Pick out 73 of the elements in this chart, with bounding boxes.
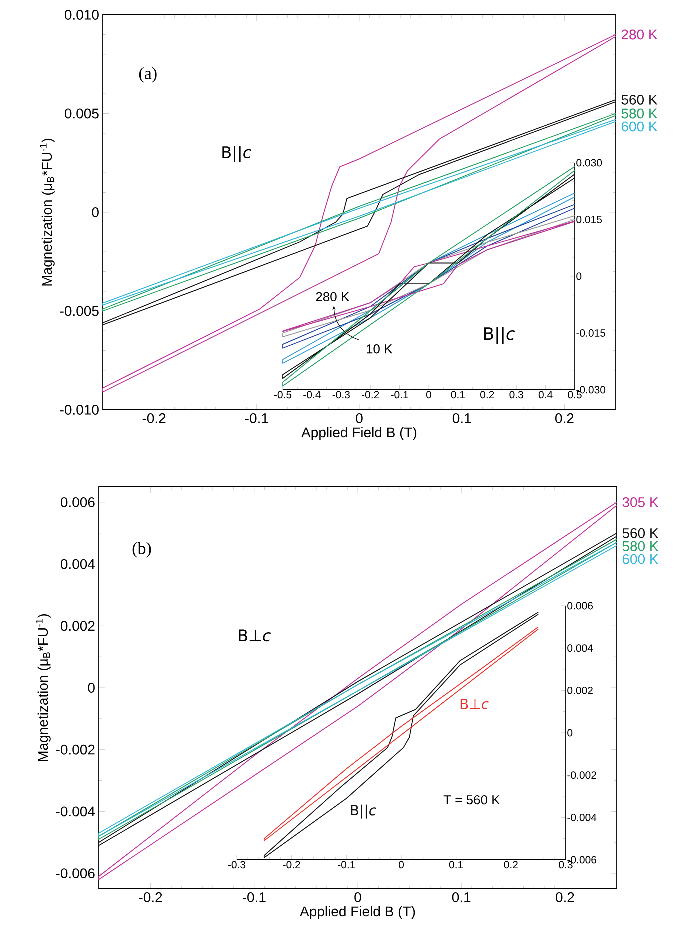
x-tick-label: -0.1 xyxy=(242,892,266,902)
x-tick-label: -0.2 xyxy=(139,892,162,902)
x-tick-label: 0 xyxy=(426,391,432,399)
series-label: 580 K xyxy=(622,541,659,552)
x-tick-label: -0.3 xyxy=(332,391,350,399)
line-series xyxy=(98,502,618,880)
y-tick-label: 0.030 xyxy=(576,159,602,167)
y-tick-label: -0.002 xyxy=(568,772,596,780)
x-tick-label: 0 xyxy=(398,861,404,869)
x-tick-label: 0.2 xyxy=(480,391,494,399)
line-series xyxy=(282,192,576,364)
x-tick-label: -0.3 xyxy=(228,861,246,869)
y-tick-label: 0 xyxy=(88,683,95,693)
y-tick-label: 0.002 xyxy=(60,621,95,632)
series-label: 580 K xyxy=(622,108,658,119)
series-label: 600 K xyxy=(622,554,659,564)
series-label: 305 K xyxy=(622,497,659,508)
x-tick-label: -0.5 xyxy=(274,391,292,399)
series-label: 600 K xyxy=(622,122,658,132)
y-tick-label: 0.004 xyxy=(60,559,96,570)
y-tick-label: 0.015 xyxy=(576,216,602,224)
y-tick-label: -0.002 xyxy=(56,744,95,755)
annotation: 280 K xyxy=(316,292,350,302)
series-label: 560 K xyxy=(622,94,658,105)
y-tick-label: 0.006 xyxy=(60,497,95,508)
x-tick-label: 0.1 xyxy=(452,892,471,902)
annotation: B⊥c xyxy=(239,630,272,642)
x-tick-label: 0.2 xyxy=(556,414,574,424)
x-tick-label: -0.2 xyxy=(283,861,300,869)
x-tick-label: 0.2 xyxy=(504,861,518,869)
x-tick-label: -0.1 xyxy=(391,391,408,399)
x-tick-label: 0.1 xyxy=(451,391,465,399)
x-tick-label: 0.3 xyxy=(510,391,524,399)
x-tick-label: -0.4 xyxy=(304,391,321,399)
y-tick-label: -0.015 xyxy=(576,330,606,337)
x-tick-label: -0.1 xyxy=(338,861,356,869)
y-axis-title: Magnetization (μ$_{B}$*FU$^{-1}$) xyxy=(40,138,55,286)
series-label: 280 K xyxy=(622,30,658,40)
y-tick-label: 0 xyxy=(92,208,99,218)
x-tick-label: 0.4 xyxy=(538,391,553,399)
y-tick-label: -0.004 xyxy=(568,814,597,822)
x-axis-title: Applied Field B (T) xyxy=(302,427,417,440)
x-tick-label: -0.1 xyxy=(245,414,268,424)
x-tick-label: 0.1 xyxy=(449,861,464,869)
y-tick-label: 0 xyxy=(576,272,582,280)
x-tick-label: 0 xyxy=(354,892,362,902)
series-label: B||c xyxy=(351,804,376,819)
y-tick-label: 0.004 xyxy=(568,644,594,652)
y-tick-label: 0.006 xyxy=(568,602,594,610)
y-tick-label: -0.006 xyxy=(56,868,95,878)
x-tick-label: 0.1 xyxy=(452,414,472,424)
annotation: B||c xyxy=(222,146,252,162)
y-tick-label: -0.005 xyxy=(60,306,99,316)
y-tick-label: -0.010 xyxy=(60,405,99,415)
annotation: (a) xyxy=(139,67,157,83)
y-tick-label: 0 xyxy=(568,729,573,737)
y-tick-label: 0.005 xyxy=(64,108,99,119)
x-tick-label: 0.2 xyxy=(556,892,574,902)
y-tick-label: 0.002 xyxy=(568,686,593,694)
annotation: 10 K xyxy=(366,344,393,354)
x-tick-label: -0.2 xyxy=(362,391,380,399)
y-tick-label: -0.004 xyxy=(56,806,96,817)
series-label: 560 K xyxy=(622,528,659,538)
line-series xyxy=(102,34,616,393)
x-tick-label: -0.2 xyxy=(142,414,166,424)
x-axis-title: Applied Field B (T) xyxy=(300,906,416,920)
annotation: (b) xyxy=(132,542,152,558)
x-tick-label: 0 xyxy=(356,414,363,424)
y-tick-label: 0.010 xyxy=(64,10,99,20)
y-axis-title: Magnetization (μ$_{B}$*FU$^{-1}$) xyxy=(36,614,51,762)
series-label: B⊥c xyxy=(460,698,489,710)
annotation: T = 560 K xyxy=(444,795,500,805)
annotation: B||c xyxy=(484,327,516,344)
